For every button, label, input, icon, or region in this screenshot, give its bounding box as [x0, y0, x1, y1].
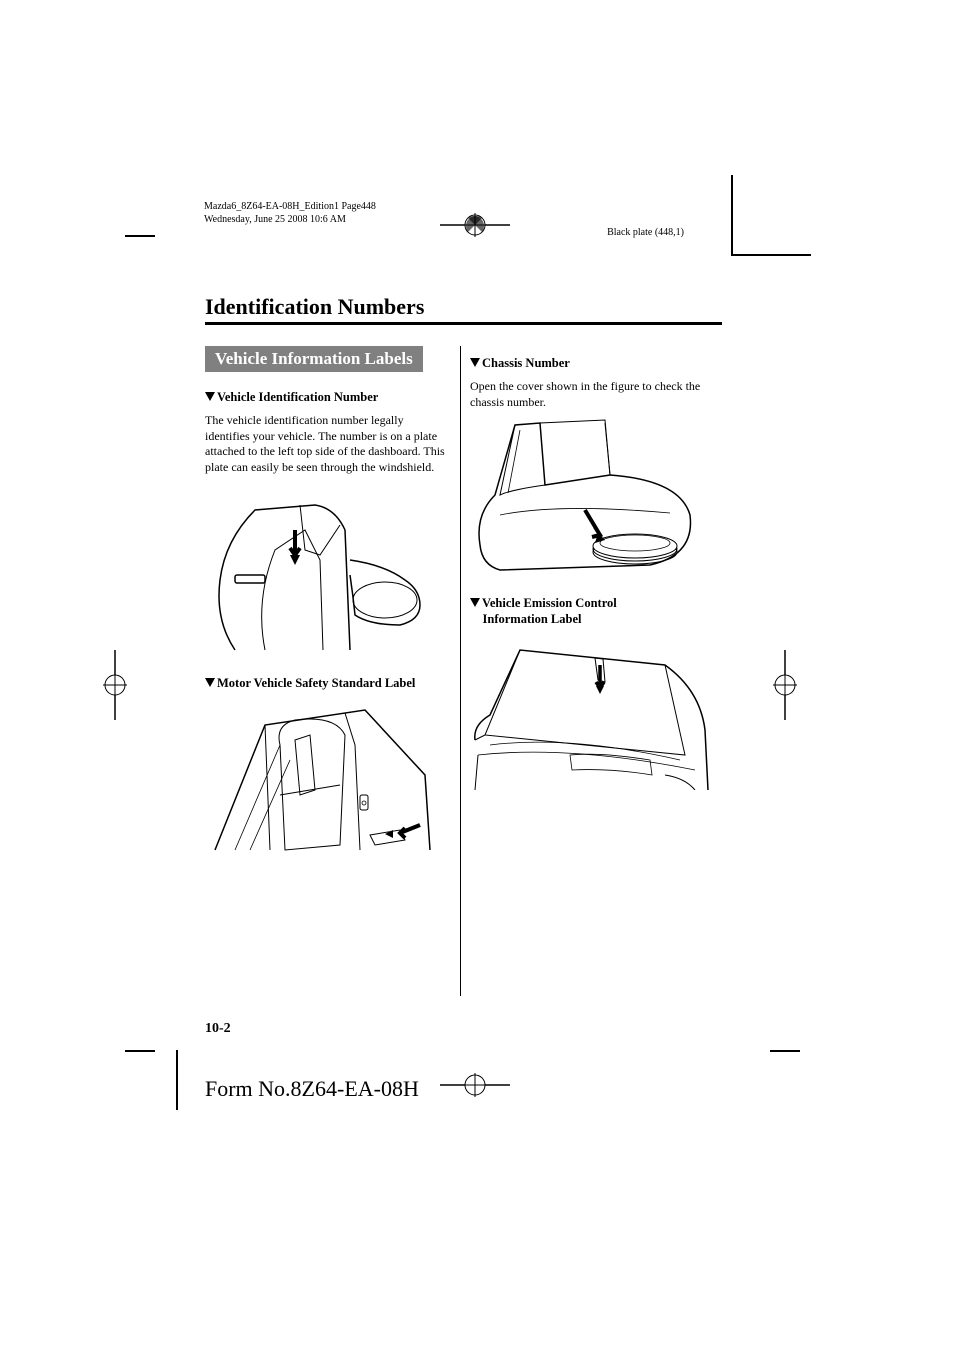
- vin-heading: Vehicle Identification Number: [205, 390, 447, 405]
- section-title: Identification Numbers: [205, 294, 424, 320]
- registration-mark-icon: [100, 650, 130, 725]
- crop-mark: [731, 175, 733, 255]
- registration-mark-icon: [770, 650, 800, 725]
- vec-heading: Vehicle Emission Control Information Lab…: [470, 595, 712, 628]
- mvss-illustration: [205, 695, 447, 860]
- crop-mark: [770, 1050, 800, 1052]
- triangle-down-icon: [205, 392, 215, 401]
- vec-heading-text-2: Information Label: [483, 612, 582, 626]
- header-doc-id: Mazda6_8Z64-EA-08H_Edition1 Page448 Wedn…: [204, 200, 376, 226]
- triangle-down-icon: [470, 598, 480, 607]
- crop-mark: [731, 254, 811, 256]
- vec-illustration: [470, 640, 712, 795]
- page-number: 10-2: [205, 1021, 231, 1037]
- crop-mark: [125, 235, 155, 237]
- mvss-heading-text: Motor Vehicle Safety Standard Label: [217, 676, 415, 690]
- header-plate-info: Black plate (448,1): [607, 227, 684, 238]
- subsection-title: Vehicle Information Labels: [215, 349, 413, 368]
- doc-id-line1: Mazda6_8Z64-EA-08H_Edition1 Page448: [204, 200, 376, 213]
- vin-heading-text: Vehicle Identification Number: [217, 390, 378, 404]
- crop-mark: [176, 1050, 178, 1110]
- chassis-heading: Chassis Number: [470, 356, 712, 371]
- chassis-body-text: Open the cover shown in the figure to ch…: [470, 379, 712, 410]
- registration-mark-icon: [440, 210, 510, 245]
- form-number: Form No.8Z64-EA-08H: [205, 1076, 419, 1102]
- vin-body-text: The vehicle identification number legall…: [205, 413, 447, 475]
- chassis-illustration: [470, 415, 712, 580]
- triangle-down-icon: [205, 678, 215, 687]
- crop-mark: [125, 1050, 155, 1052]
- triangle-down-icon: [470, 358, 480, 367]
- doc-id-line2: Wednesday, June 25 2008 10:6 AM: [204, 213, 376, 226]
- column-divider: [460, 346, 461, 996]
- subsection-title-box: Vehicle Information Labels: [205, 346, 423, 372]
- vin-illustration: [205, 500, 447, 660]
- vec-heading-text-1: Vehicle Emission Control: [482, 596, 617, 610]
- mvss-heading: Motor Vehicle Safety Standard Label: [205, 676, 447, 691]
- page-container: Mazda6_8Z64-EA-08H_Edition1 Page448 Wedn…: [0, 0, 954, 1351]
- chassis-heading-text: Chassis Number: [482, 356, 570, 370]
- title-underline: [205, 322, 722, 325]
- registration-mark-icon: [440, 1070, 510, 1105]
